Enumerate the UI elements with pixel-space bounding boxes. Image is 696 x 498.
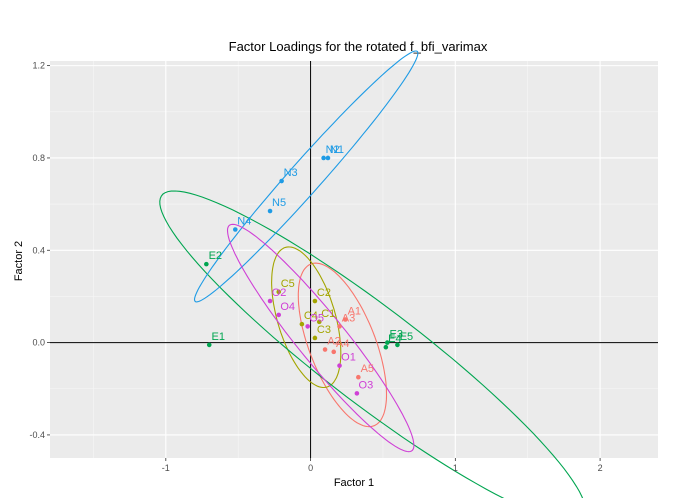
- point-n5: [267, 208, 273, 214]
- x-tick-label: 0: [308, 463, 313, 473]
- point-label-n2: N2: [326, 144, 340, 156]
- y-tick-label: 0.4: [32, 245, 45, 255]
- point-n1: [325, 155, 331, 161]
- ellipse-a: [297, 262, 388, 428]
- point-label-n1: N1: [330, 144, 344, 156]
- ellipse-c: [271, 246, 342, 389]
- point-label-o2: O2: [272, 287, 287, 299]
- point-label-e3: E3: [390, 329, 403, 341]
- point-o2: [267, 298, 273, 304]
- point-label-a4: A4: [336, 338, 349, 350]
- point-c1: [316, 319, 322, 325]
- point-label-a3: A3: [342, 312, 355, 324]
- point-label-n4: N4: [237, 215, 251, 227]
- point-o5: [305, 324, 310, 329]
- point-label-c5: C5: [281, 278, 295, 290]
- point-label-e4: E4: [388, 333, 401, 345]
- point-label-c1: C1: [321, 308, 335, 320]
- point-label-o5: O5: [309, 312, 324, 324]
- point-label-o3: O3: [359, 379, 374, 391]
- point-a3: [337, 324, 342, 329]
- point-label-e5: E5: [400, 331, 413, 343]
- point-label-a5: A5: [361, 363, 374, 375]
- point-e2: [204, 261, 209, 267]
- point-e5: [395, 342, 400, 348]
- point-c3: [312, 335, 318, 341]
- point-label-e1: E1: [212, 331, 225, 343]
- point-label-n5: N5: [272, 197, 286, 209]
- y-tick-label: -0.4: [29, 430, 45, 440]
- x-tick-label: -1: [162, 463, 170, 473]
- point-e4: [383, 344, 389, 350]
- ellipse-n: [193, 50, 419, 303]
- x-tick-label: 1: [453, 463, 458, 473]
- x-axis-title: Factor 1: [334, 477, 374, 489]
- point-label-c3: C3: [317, 324, 331, 336]
- y-axis-title: Factor 2: [13, 241, 25, 281]
- point-label-a1: A1: [348, 306, 361, 318]
- point-label-o1: O1: [341, 352, 356, 364]
- point-label-e2: E2: [209, 250, 222, 262]
- point-a4: [331, 349, 337, 355]
- point-n4: [232, 227, 238, 232]
- point-c5: [276, 289, 282, 295]
- point-o4: [276, 312, 282, 318]
- x-tick-label: 2: [598, 463, 603, 473]
- point-o1: [337, 363, 342, 368]
- point-label-o4: O4: [280, 301, 295, 313]
- plot-panel: [50, 61, 658, 458]
- point-o3: [354, 391, 360, 396]
- point-n2: [321, 155, 326, 161]
- ellipse-o: [226, 223, 415, 453]
- point-a5: [356, 374, 361, 380]
- point-label-c2: C2: [317, 287, 331, 299]
- point-e1: [206, 342, 212, 348]
- point-a1: [343, 317, 348, 322]
- chart-title: Factor Loadings for the rotated f_bfi_va…: [229, 39, 488, 54]
- point-label-a2: A2: [327, 336, 340, 348]
- point-a2: [322, 347, 328, 352]
- point-e3: [384, 340, 390, 345]
- point-label-c4: C4: [304, 310, 318, 322]
- y-tick-label: 1.2: [32, 61, 45, 71]
- point-c2: [312, 298, 318, 304]
- y-tick-label: 0.8: [32, 153, 45, 163]
- point-label-n3: N3: [284, 167, 298, 179]
- y-tick-label: 0.0: [32, 338, 45, 348]
- ellipse-e: [159, 190, 584, 498]
- point-n3: [279, 178, 284, 184]
- point-c4: [299, 321, 305, 327]
